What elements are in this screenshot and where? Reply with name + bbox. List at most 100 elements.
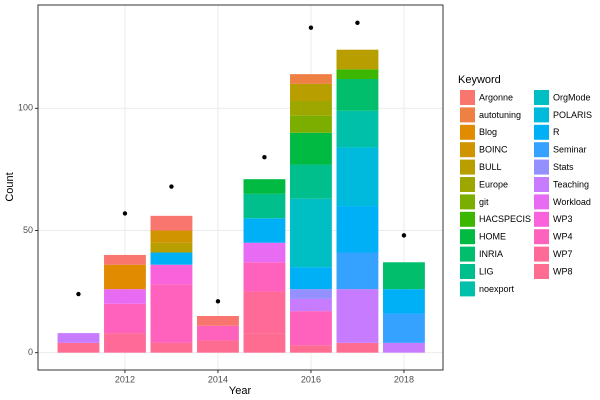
- bar-segment: [150, 264, 193, 285]
- bar-segment: [336, 289, 379, 343]
- panel: [38, 5, 443, 370]
- legend-label: WP7: [553, 249, 573, 259]
- bar-segment: [383, 342, 425, 353]
- bar-segment: [243, 291, 286, 334]
- dots: [76, 20, 407, 304]
- bar-segment: [336, 69, 379, 80]
- bar-segment: [243, 179, 286, 194]
- legend-label: Blog: [479, 127, 497, 137]
- bar-segment: [197, 316, 239, 326]
- legend-key: [460, 159, 475, 175]
- bar-segment: [336, 110, 379, 148]
- bar-segment: [243, 218, 286, 243]
- legend-key: [534, 159, 549, 175]
- legend-key: [534, 124, 549, 140]
- bar-segment: [290, 289, 332, 299]
- x-tick-label: 2014: [208, 374, 228, 384]
- x-tick-label: 2018: [394, 374, 414, 384]
- legend-label: Europe: [479, 179, 508, 189]
- bar-segment: [290, 198, 332, 268]
- bar-segment: [57, 333, 100, 343]
- legend-key: [460, 194, 475, 210]
- legend-key: [534, 177, 549, 192]
- legend-key: [460, 246, 475, 262]
- legend-label: Stats: [553, 162, 574, 172]
- y-axis-title: Count: [4, 172, 16, 201]
- bar-segment: [104, 264, 146, 290]
- bar-segment: [290, 132, 332, 165]
- bar-segment: [243, 333, 286, 353]
- bar-segment: [150, 252, 193, 265]
- bar-segment: [383, 313, 425, 343]
- bar-segment: [336, 342, 379, 353]
- legend-label: WP8: [553, 266, 573, 276]
- bar-segment: [336, 79, 379, 111]
- legend-key: [534, 246, 549, 262]
- legend-key: [460, 264, 475, 279]
- legend-key: [460, 124, 475, 140]
- legend-key: [534, 211, 549, 227]
- bar-segment: [197, 340, 239, 353]
- bar-segment: [290, 74, 332, 84]
- y-tick-label: 0: [28, 347, 33, 357]
- legend-label: BULL: [479, 162, 502, 172]
- total-point: [401, 233, 407, 238]
- bar-segment: [336, 147, 379, 207]
- legend-label: Workload: [553, 197, 591, 207]
- legend-key: [534, 107, 549, 123]
- legend-label: WP4: [553, 232, 573, 242]
- legend-key: [534, 90, 549, 105]
- total-point: [355, 20, 360, 26]
- bar-segment: [243, 262, 286, 292]
- legend: Argonne autotuning Blog BOINC BULL Europe git H…: [460, 90, 592, 297]
- legend-label: autotuning: [479, 110, 521, 120]
- bar-segment: [104, 254, 146, 265]
- legend-key: [460, 107, 475, 123]
- total-point: [215, 299, 221, 304]
- x-axis-title: Year: [229, 385, 252, 397]
- bar-segment: [197, 325, 239, 341]
- legend-label: noexport: [479, 284, 515, 294]
- y-tick-label: 50: [23, 225, 33, 235]
- total-point: [169, 184, 174, 189]
- y-tick-label: 100: [18, 103, 33, 113]
- bar-segment: [104, 333, 146, 353]
- legend-key: [460, 281, 475, 297]
- bar-segment: [150, 284, 193, 343]
- panel-border: [37, 4, 444, 371]
- bar-segment: [57, 342, 100, 353]
- bar-segment: [383, 289, 425, 314]
- legend-label: HACSPECIS: [479, 214, 531, 224]
- legend-title: Keyword: [458, 74, 501, 86]
- bar-segment: [290, 345, 332, 353]
- legend-key: [460, 211, 475, 227]
- legend-key: [534, 264, 549, 279]
- legend-label: WP3: [553, 214, 573, 224]
- legend-label: HOME: [479, 232, 506, 242]
- legend-key: [460, 177, 475, 192]
- legend-label: INRIA: [479, 249, 503, 259]
- legend-label: R: [553, 127, 560, 137]
- x-tick-label: 2012: [115, 374, 135, 384]
- legend-label: Seminar: [553, 145, 587, 155]
- bar-segment: [290, 311, 332, 346]
- total-point: [76, 291, 81, 297]
- bar-segment: [336, 206, 379, 253]
- bar-segment: [150, 230, 193, 243]
- legend-key: [534, 142, 549, 158]
- bar-segment: [150, 242, 193, 253]
- bar-segment: [290, 164, 332, 199]
- legend-key: [534, 194, 549, 210]
- bar-segment: [336, 49, 379, 70]
- total-point: [262, 155, 267, 160]
- bar-segment: [290, 101, 332, 116]
- bars: [57, 49, 425, 353]
- legend-key: [460, 90, 475, 105]
- total-point: [308, 25, 314, 30]
- legend-key: [460, 142, 475, 158]
- legend-label: BOINC: [479, 145, 508, 155]
- legend-label: git: [479, 197, 489, 207]
- total-point: [122, 211, 128, 216]
